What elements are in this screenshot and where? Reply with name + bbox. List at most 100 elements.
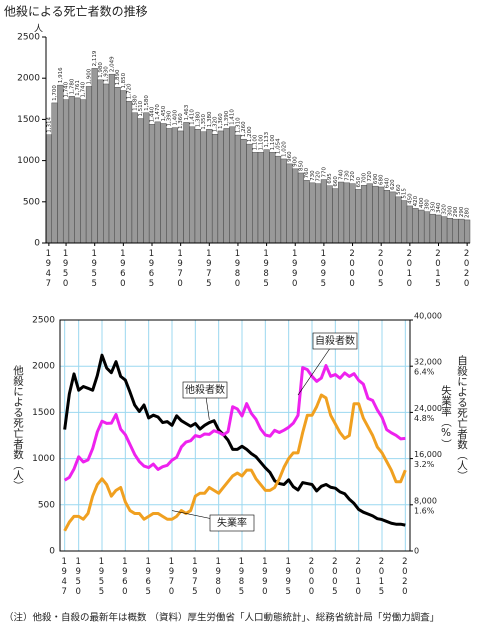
value-label: 1,400 [172, 109, 178, 125]
x-tick-label: 2015 [377, 557, 387, 597]
bar [412, 208, 419, 244]
value-label: 1,350 [201, 114, 207, 130]
value-label: 380 [425, 199, 431, 210]
x-tick-label: 1955 [89, 249, 99, 289]
value-label: 660 [333, 176, 339, 187]
value-label: 1,054 [276, 138, 282, 154]
x-tick-label: 2020 [400, 557, 410, 597]
bar [292, 168, 299, 244]
x-tick-label: 1985 [261, 249, 271, 289]
x-tick-label: 1960 [120, 557, 130, 597]
bar [131, 112, 138, 244]
value-label: 900 [293, 156, 299, 167]
value-label: 1,470 [155, 104, 161, 120]
y3-axis-title: 失業率（%） [440, 384, 452, 449]
bar [126, 101, 133, 244]
value-label: 740 [339, 169, 345, 180]
bar [349, 183, 356, 244]
value-label: 1,390 [224, 110, 230, 126]
value-label: 1,320 [213, 116, 219, 132]
bar [57, 84, 64, 244]
y-tick-label: 0 [34, 239, 40, 249]
x-tick-label: 1960 [118, 249, 128, 289]
y-tick-label: 1000 [17, 156, 40, 166]
y-tick-label: 1500 [17, 115, 40, 125]
y-unit: 人 [34, 24, 43, 35]
value-label: 1,916 [58, 67, 64, 83]
value-label: 1,314 [46, 116, 52, 132]
value-label: 620 [390, 179, 396, 190]
value-label: 1,980 [98, 62, 104, 78]
bar [423, 211, 431, 244]
bar [74, 97, 81, 244]
x-tick-label: 2000 [347, 249, 357, 289]
value-label: 1,020 [281, 141, 287, 157]
bar [446, 218, 454, 244]
x-tick-label: 2015 [433, 249, 443, 289]
plot-frame [59, 319, 411, 552]
x-tick-label: 1975 [204, 249, 214, 289]
value-label: 1,700 [52, 85, 58, 101]
bar [108, 73, 115, 244]
bar [309, 182, 316, 244]
bar [211, 134, 219, 244]
y-tick-label: 1500 [32, 408, 55, 418]
y3-tick-label: 1.6% [414, 506, 435, 515]
value-label: 1,410 [230, 109, 236, 125]
value-label: 695 [327, 173, 333, 184]
callout-box [182, 381, 228, 399]
bar [269, 152, 276, 244]
footnote: （注）他殺・自殺の最新年は概数 （資料）厚生労働省「人口動態統計」、総務省統計局… [4, 612, 439, 624]
y3-tick-label: 4.8% [414, 414, 435, 423]
value-label: 450 [407, 193, 413, 204]
bar [326, 185, 333, 244]
bar [51, 102, 58, 244]
value-label: 1,380 [195, 111, 201, 127]
bar [343, 182, 350, 244]
value-label: 1,100 [270, 134, 276, 150]
bar [200, 131, 207, 244]
bar [234, 134, 242, 244]
bar [286, 163, 293, 244]
y2-axis-title: 自殺による死亡者数（人） [456, 354, 468, 481]
x-tick-label: 2005 [376, 249, 386, 289]
value-label: 1,200 [247, 126, 253, 142]
y2-tick-label: 24,000 [414, 404, 442, 413]
value-label: 290 [459, 206, 465, 217]
bar [189, 126, 196, 244]
y2-tick-label: 8,000 [414, 496, 437, 505]
value-label: 1,260 [241, 121, 247, 137]
value-label: 280 [465, 207, 471, 218]
bar [274, 155, 282, 244]
value-label: 1,740 [81, 81, 87, 97]
bar [401, 200, 408, 244]
y-tick-label: 500 [38, 500, 55, 510]
bar [372, 185, 379, 244]
bar [252, 152, 259, 244]
y3-tick-label: 3.2% [414, 460, 435, 469]
bar [320, 179, 327, 244]
x-tick-label: 1947 [59, 557, 69, 597]
bar [366, 183, 373, 244]
bar [194, 129, 201, 244]
value-label: 1,510 [138, 100, 144, 116]
bar [217, 130, 224, 244]
y-axis-title: 他殺による死亡者数（人） [12, 364, 24, 491]
value-label: 1,740 [64, 81, 70, 97]
x-tick-label: 1995 [283, 557, 293, 597]
series-label: 失業率 [217, 516, 247, 529]
value-label: 1,463 [184, 104, 190, 120]
x-tick-label: 2020 [462, 249, 472, 289]
value-label: 1,100 [253, 134, 259, 150]
value-label: 1,850 [121, 72, 127, 88]
bar [166, 128, 173, 244]
value-label: 1,900 [86, 68, 92, 84]
y-tick-label: 2000 [32, 362, 55, 372]
bar [137, 118, 144, 244]
value-label: 1,310 [235, 117, 241, 133]
x-tick-label: 1970 [167, 557, 177, 597]
x-tick-label: 1975 [190, 557, 200, 597]
value-label: 720 [367, 171, 373, 182]
value-label: 1,720 [127, 83, 133, 99]
